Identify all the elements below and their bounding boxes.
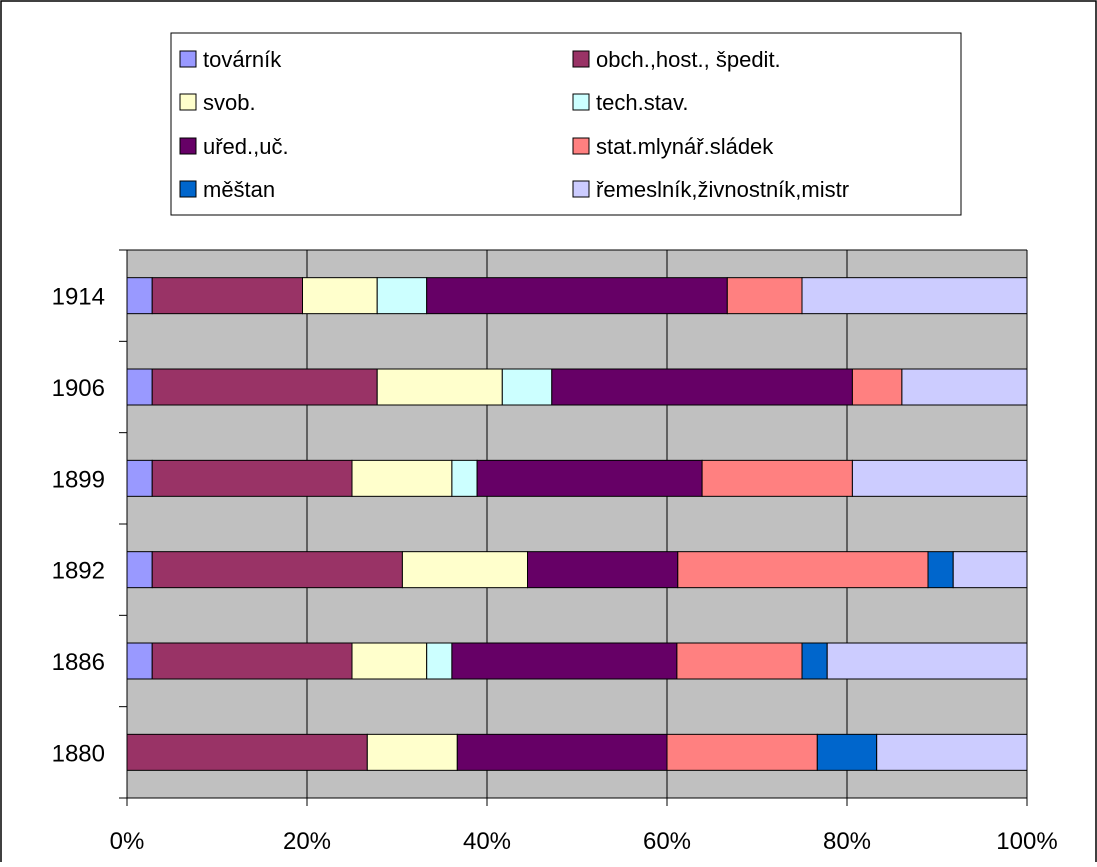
legend-swatch	[572, 180, 590, 198]
bar-segment	[451, 642, 678, 680]
y-tick-label: 1914	[52, 284, 105, 311]
bar-segment	[126, 733, 368, 771]
legend-swatch	[179, 137, 197, 155]
legend: továrník obch.,host., špedit. svob. tech.st…	[170, 32, 962, 216]
legend-label: obch.,host., špedit.	[596, 47, 781, 72]
bar-segment	[876, 733, 1028, 771]
bar-segment	[451, 459, 478, 497]
bar-segment	[426, 642, 453, 680]
bar-segment	[376, 368, 503, 406]
bar-segment	[901, 368, 1028, 406]
bar-segment	[456, 733, 668, 771]
bar-segment	[351, 642, 428, 680]
bar-segment	[676, 642, 803, 680]
bar-segment	[151, 368, 378, 406]
y-tick-label: 1906	[52, 375, 105, 402]
x-tick-label: 40%	[463, 828, 511, 855]
bar-segment	[151, 551, 403, 589]
y-tick-label: 1880	[52, 740, 105, 767]
plot-background	[127, 250, 1027, 798]
legend-label: továrník	[203, 47, 282, 72]
bar-segment	[551, 368, 853, 406]
x-tick-label: 0%	[110, 828, 145, 855]
bar-segment	[126, 642, 153, 680]
legend-label: měštan	[203, 177, 275, 202]
legend-label: uřed.,uč.	[203, 134, 289, 159]
bar-segment	[927, 551, 954, 589]
bar-segment	[726, 277, 803, 315]
bar-segment	[366, 733, 458, 771]
y-tick-label: 1892	[52, 558, 105, 585]
bar-segment	[816, 733, 878, 771]
bar-segment	[126, 551, 153, 589]
bar-segment	[126, 368, 153, 406]
bar-segment	[151, 459, 353, 497]
bar-segment	[126, 459, 153, 497]
bar-segment	[351, 459, 453, 497]
bar-segment	[476, 459, 703, 497]
bar-segment	[826, 642, 1028, 680]
bar-segment	[126, 277, 153, 315]
bar-segment	[666, 733, 818, 771]
legend-swatch	[572, 137, 590, 155]
bar-segment	[952, 551, 1028, 589]
x-tick-label: 100%	[996, 828, 1057, 855]
bar-segment	[851, 368, 903, 406]
legend-swatch	[179, 93, 197, 111]
legend-box	[170, 32, 962, 216]
legend-swatch	[572, 93, 590, 111]
bar-segment	[677, 551, 929, 589]
bar-segment	[701, 459, 853, 497]
bar-segment	[151, 277, 303, 315]
bar-segment	[151, 642, 353, 680]
y-tick-label: 1899	[52, 466, 105, 493]
legend-label: stat.mlynář.sládek	[596, 134, 774, 159]
legend-label: svob.	[203, 90, 256, 115]
x-tick-label: 80%	[823, 828, 871, 855]
legend-swatch	[572, 50, 590, 68]
legend-swatch	[179, 50, 197, 68]
bar-segment	[851, 459, 1028, 497]
bar-segment	[426, 277, 728, 315]
bar-segment	[401, 551, 528, 589]
x-tick-label: 20%	[283, 828, 331, 855]
bar-segment	[527, 551, 679, 589]
bar-segment	[801, 642, 828, 680]
bar-segment	[801, 277, 1028, 315]
x-tick-label: 60%	[643, 828, 691, 855]
legend-label: tech.stav.	[596, 90, 689, 115]
plot-area: 1914 1906 1899 1892 1886 1880 0% 20% 40% 60% 80% 10…	[52, 249, 1058, 855]
legend-label: řemeslník,živnostník,mistr	[596, 177, 849, 202]
bar-segment	[501, 368, 553, 406]
y-tick-label: 1886	[52, 649, 105, 676]
legend-swatch	[179, 180, 197, 198]
bar-segment	[376, 277, 428, 315]
bar-segment	[302, 277, 378, 315]
